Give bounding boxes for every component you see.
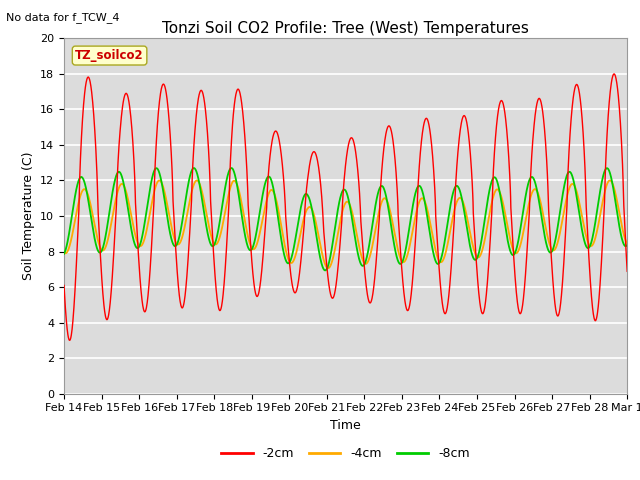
Y-axis label: Soil Temperature (C): Soil Temperature (C)	[22, 152, 35, 280]
Legend: -2cm, -4cm, -8cm: -2cm, -4cm, -8cm	[216, 443, 475, 466]
Title: Tonzi Soil CO2 Profile: Tree (West) Temperatures: Tonzi Soil CO2 Profile: Tree (West) Temp…	[162, 21, 529, 36]
X-axis label: Time: Time	[330, 419, 361, 432]
Text: No data for f_TCW_4: No data for f_TCW_4	[6, 12, 120, 23]
Text: TZ_soilco2: TZ_soilco2	[76, 49, 144, 62]
